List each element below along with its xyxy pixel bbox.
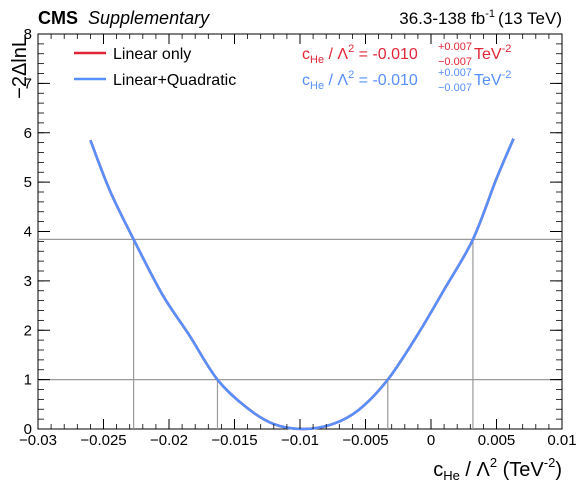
y-tick-label-2: 2 (24, 322, 32, 339)
y-tick-label-1: 1 (24, 372, 32, 389)
result-linear-up: +0.007 (438, 41, 472, 53)
x-tick-label-3: −0.015 (211, 432, 257, 449)
legend-label-quadratic: Linear+Quadratic (113, 72, 236, 89)
x-axis: −0.03 −0.025 −0.02 −0.015 −0.01 −0.005 0 0.005 0… (19, 34, 577, 449)
x-tick-label-0: −0.03 (19, 432, 57, 449)
result-linear: cHe / Λ2 = -0.010 +0.007 −0.007 TeV-2 (302, 41, 511, 68)
y-tick-label-3: 3 (24, 273, 32, 290)
plot-frame (37, 33, 563, 430)
result-quadratic-down: −0.007 (438, 82, 472, 94)
x-axis-label: cHe / Λ2 (TeV-2) (433, 455, 562, 483)
result-linear-unit: TeV-2 (474, 43, 511, 63)
x-tick-label-4: −0.01 (281, 432, 319, 449)
y-tick-label-7: 7 (24, 75, 32, 92)
result-linear-down: −0.007 (438, 56, 472, 68)
x-tick-label-6: 0 (427, 432, 435, 449)
lumi-label: 36.3-138 fb-1 (13 TeV) (399, 8, 562, 28)
result-quadratic-up: +0.007 (438, 67, 472, 79)
x-tick-label-7: 0.005 (478, 432, 516, 449)
y-tick-label-8: 8 (24, 26, 32, 43)
x-tick-label-5: −0.005 (342, 432, 388, 449)
x-tick-label-8: 0.01 (547, 432, 576, 449)
x-tick-label-1: −0.025 (80, 432, 126, 449)
y-axis-label: −2ΔlnL (9, 36, 31, 99)
series-line-1 (89, 138, 515, 431)
y-tick-label-0: 0 (24, 421, 32, 438)
threshold-lines (38, 238, 562, 429)
result-quadratic-text: cHe / Λ2 = -0.010 (302, 69, 418, 92)
svg-text:CMS Supplementary: CMS Supplementary (38, 8, 210, 28)
y-axis: 0 1 2 3 4 5 6 7 8 (24, 26, 562, 438)
legend: Linear only Linear+Quadratic (74, 46, 236, 89)
y-tick-label-4: 4 (24, 224, 32, 241)
cms-label: CMS (38, 8, 78, 28)
result-quadratic: cHe / Λ2 = -0.010 +0.007 −0.007 TeV-2 (302, 67, 511, 94)
result-quadratic-unit: TeV-2 (474, 69, 511, 89)
legend-label-linear: Linear only (113, 46, 191, 63)
x-tick-label-2: −0.02 (150, 432, 188, 449)
result-linear-text: cHe / Λ2 = -0.010 (302, 43, 418, 66)
supplementary-label: Supplementary (88, 8, 210, 28)
series-line-0 (89, 138, 515, 431)
likelihood-curves (89, 138, 515, 431)
y-tick-label-5: 5 (24, 174, 32, 191)
y-tick-label-6: 6 (24, 125, 32, 142)
